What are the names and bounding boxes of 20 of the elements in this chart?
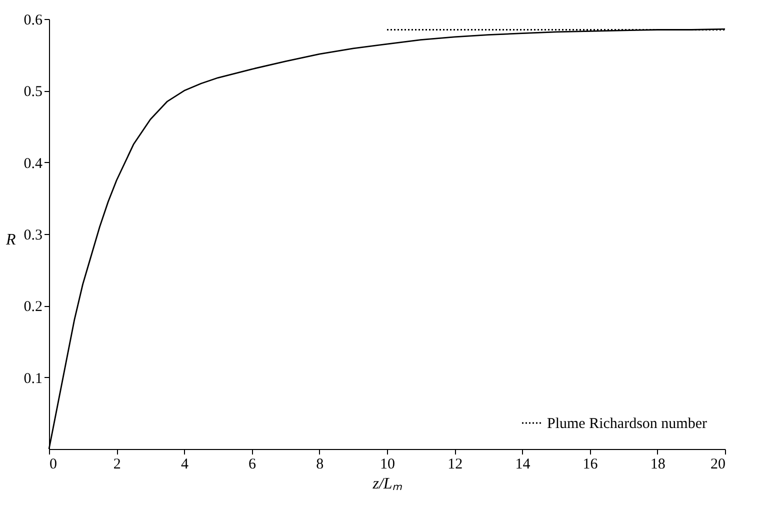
x-tick-label: 2 (113, 456, 121, 472)
x-tick-label: 4 (180, 456, 189, 472)
x-tick-label: 0 (50, 456, 57, 472)
legend-label: Plume Richardson number (547, 416, 707, 432)
y-tick-label: 0.2 (24, 299, 42, 316)
x-tick-label: 10 (380, 456, 395, 472)
y-axis-title: R (4, 232, 16, 248)
y-tick-label: 0.1 (24, 370, 42, 387)
x-tick-label: 18 (650, 456, 666, 472)
x-tick-label: 16 (582, 456, 598, 472)
x-tick-label: 8 (316, 456, 324, 472)
y-tick-label: 0.6 (24, 12, 43, 28)
y-tick-label: 0.3 (24, 228, 42, 244)
x-axis-title: z/Lₘ (372, 476, 402, 492)
y-tick-label: 0.4 (24, 156, 43, 172)
x-tick-label: 14 (515, 456, 531, 472)
x-tick-label: 12 (448, 456, 463, 472)
x-tick-label: 6 (248, 456, 257, 472)
x-tick-label: 20 (710, 456, 726, 472)
y-tick-label: 0.5 (24, 84, 42, 100)
